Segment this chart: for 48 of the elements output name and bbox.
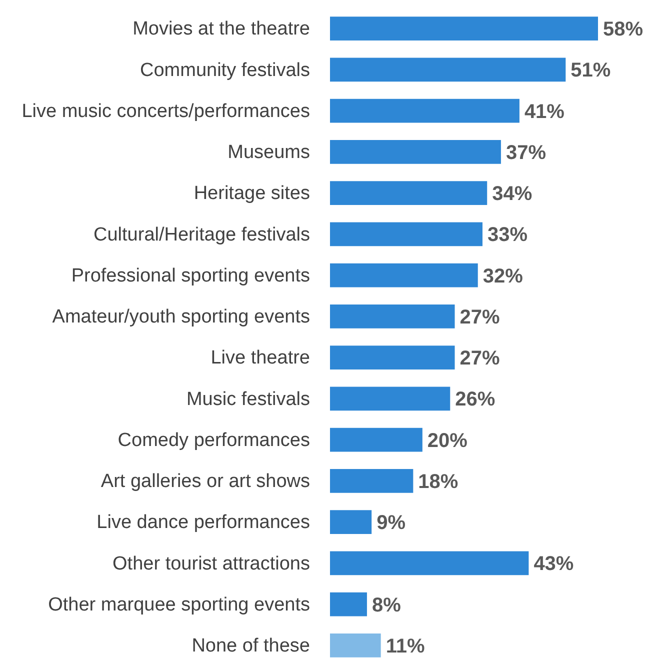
bar [330,428,422,452]
y-tick-label: Music festivals [186,388,310,410]
data-label: 18% [418,470,458,493]
bar [330,304,455,328]
bar [330,140,501,164]
bar [330,551,529,576]
bar [330,346,455,370]
data-label: 32% [482,265,524,288]
bar [330,98,520,123]
bar [330,263,478,288]
y-tick-label: Museums [228,142,310,164]
data-label: 43% [534,553,574,576]
bar [330,16,598,40]
data-label: 37% [506,142,546,164]
data-label: 41% [524,100,565,123]
data-label: 20% [427,430,468,452]
y-tick-label: Cultural/Heritage festivals [94,224,310,246]
data-label: 33% [487,224,528,246]
y-tick-label: Community festivals [140,60,310,81]
y-tick-label: Movies at the theatre [132,18,310,40]
y-tick-label: None of these [192,636,310,657]
y-tick-label: Heritage sites [194,183,310,204]
bar [330,634,381,658]
data-label: 8% [372,594,402,616]
y-tick-label: Other tourist attractions [112,553,310,574]
bar [330,386,450,411]
bar [330,592,367,616]
bar [330,510,372,534]
y-tick-label: Amateur/youth sporting events [52,306,310,328]
bar [330,58,566,82]
y-tick-label: Other marquee sporting events [48,594,310,616]
data-label: 27% [460,348,500,370]
y-tick-label: Live music concerts/performances [22,100,310,122]
y-tick-label: Live theatre [210,348,310,369]
bar [330,469,414,493]
data-label: 27% [460,306,500,328]
bar [330,181,488,205]
bar [330,222,482,246]
y-tick-label: Live dance performances [96,512,310,534]
data-label: 11% [386,635,425,658]
data-label: 34% [492,183,532,206]
y-tick-label: Comedy performances [118,430,310,451]
y-tick-label: Art galleries or art shows [100,471,310,492]
data-label: 51% [570,60,611,82]
data-label: 26% [455,388,496,411]
data-label: 9% [376,512,406,534]
data-label: 58% [603,18,644,41]
y-tick-label: Professional sporting events [71,265,310,286]
